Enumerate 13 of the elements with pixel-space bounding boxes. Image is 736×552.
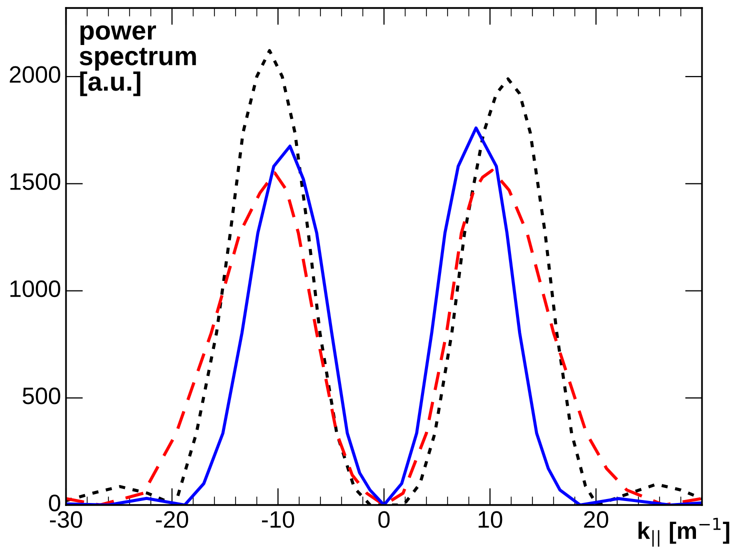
x-tick-label: -30 (50, 511, 82, 528)
y-axis-title: power spectrum [a.u.] (80, 25, 196, 96)
x-tick-label: -20 (156, 511, 188, 528)
y-tick-label: 500 (22, 388, 60, 404)
y-tick-label: 0 (48, 494, 60, 512)
x-axis-title: k$_{||}$ [m$^{−1}$] (638, 518, 730, 547)
y-tick-label: 1500 (10, 173, 60, 190)
y-tick-label: 2000 (10, 66, 60, 83)
y-tick-label: 1000 (10, 280, 60, 298)
x-tick-label: 20 (584, 511, 608, 528)
x-tick-label: 10 (478, 511, 502, 528)
x-tick-label: 0 (378, 511, 390, 528)
x-tick-label: -10 (262, 511, 294, 528)
